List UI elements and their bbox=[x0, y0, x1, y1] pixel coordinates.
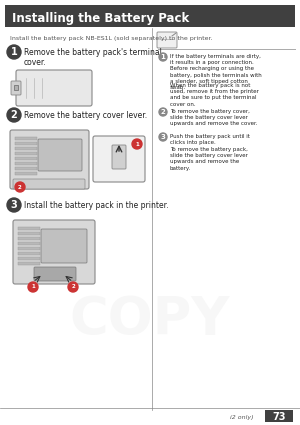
FancyBboxPatch shape bbox=[265, 410, 293, 422]
Bar bbox=[15, 152, 37, 155]
Bar bbox=[18, 247, 40, 250]
Text: When the battery pack is not
used, remove it from the printer
and be sure to put: When the battery pack is not used, remov… bbox=[170, 83, 259, 107]
Bar bbox=[15, 157, 37, 160]
Circle shape bbox=[28, 282, 38, 292]
Text: 1: 1 bbox=[31, 284, 35, 289]
Bar bbox=[15, 142, 37, 145]
FancyBboxPatch shape bbox=[10, 130, 89, 189]
Text: 3: 3 bbox=[11, 200, 17, 210]
Text: Installing the Battery Pack: Installing the Battery Pack bbox=[12, 11, 189, 25]
Bar bbox=[15, 137, 37, 140]
Text: If the battery terminals are dirty,
it results in a poor connection.
Before rech: If the battery terminals are dirty, it r… bbox=[170, 54, 262, 90]
FancyBboxPatch shape bbox=[93, 136, 145, 182]
Text: To remove the battery pack,
slide the battery cover lever
upwards and remove the: To remove the battery pack, slide the ba… bbox=[170, 147, 248, 170]
FancyBboxPatch shape bbox=[13, 179, 85, 189]
Circle shape bbox=[7, 108, 21, 122]
FancyBboxPatch shape bbox=[41, 229, 87, 263]
Text: 73: 73 bbox=[272, 411, 286, 422]
Text: 1: 1 bbox=[160, 54, 165, 60]
Circle shape bbox=[159, 133, 167, 141]
Text: 2: 2 bbox=[18, 184, 22, 190]
FancyBboxPatch shape bbox=[11, 81, 21, 95]
Text: COPY: COPY bbox=[70, 294, 230, 346]
Bar bbox=[18, 262, 40, 265]
Text: Push the battery pack until it
clicks into place.: Push the battery pack until it clicks in… bbox=[170, 134, 250, 145]
Text: Install the battery pack NB-ES1L (sold separately) to the printer.: Install the battery pack NB-ES1L (sold s… bbox=[10, 36, 212, 41]
Text: To remove the battery cover,
slide the battery cover lever
upwards and remove th: To remove the battery cover, slide the b… bbox=[170, 109, 257, 126]
Bar bbox=[18, 252, 40, 255]
Bar bbox=[18, 242, 40, 245]
Text: 2: 2 bbox=[160, 109, 165, 115]
Bar bbox=[15, 147, 37, 150]
Bar bbox=[18, 257, 40, 260]
Bar bbox=[15, 167, 37, 170]
FancyBboxPatch shape bbox=[112, 145, 126, 169]
FancyBboxPatch shape bbox=[16, 70, 92, 106]
FancyBboxPatch shape bbox=[34, 267, 76, 281]
Circle shape bbox=[159, 108, 167, 116]
Text: 3: 3 bbox=[160, 134, 165, 140]
FancyBboxPatch shape bbox=[38, 139, 82, 171]
Bar bbox=[15, 162, 37, 165]
Circle shape bbox=[7, 45, 21, 59]
Text: 1: 1 bbox=[135, 142, 139, 147]
Circle shape bbox=[68, 282, 78, 292]
FancyBboxPatch shape bbox=[5, 5, 295, 27]
Text: 2: 2 bbox=[71, 284, 75, 289]
Text: 2: 2 bbox=[11, 110, 17, 120]
Bar bbox=[18, 237, 40, 240]
Text: Remove the battery cover lever.: Remove the battery cover lever. bbox=[24, 111, 147, 120]
Circle shape bbox=[15, 182, 25, 192]
Text: i2 only): i2 only) bbox=[230, 416, 253, 420]
Text: Remove the battery pack's terminal
cover.: Remove the battery pack's terminal cover… bbox=[24, 48, 162, 68]
Circle shape bbox=[159, 53, 167, 61]
Bar bbox=[15, 172, 37, 175]
Text: 1: 1 bbox=[11, 47, 17, 57]
FancyBboxPatch shape bbox=[157, 32, 177, 48]
Bar bbox=[14, 85, 18, 90]
Text: Install the battery pack in the printer.: Install the battery pack in the printer. bbox=[24, 201, 169, 210]
Circle shape bbox=[132, 139, 142, 149]
Bar bbox=[18, 227, 40, 230]
FancyBboxPatch shape bbox=[13, 220, 95, 284]
Bar bbox=[18, 232, 40, 235]
Circle shape bbox=[7, 198, 21, 212]
